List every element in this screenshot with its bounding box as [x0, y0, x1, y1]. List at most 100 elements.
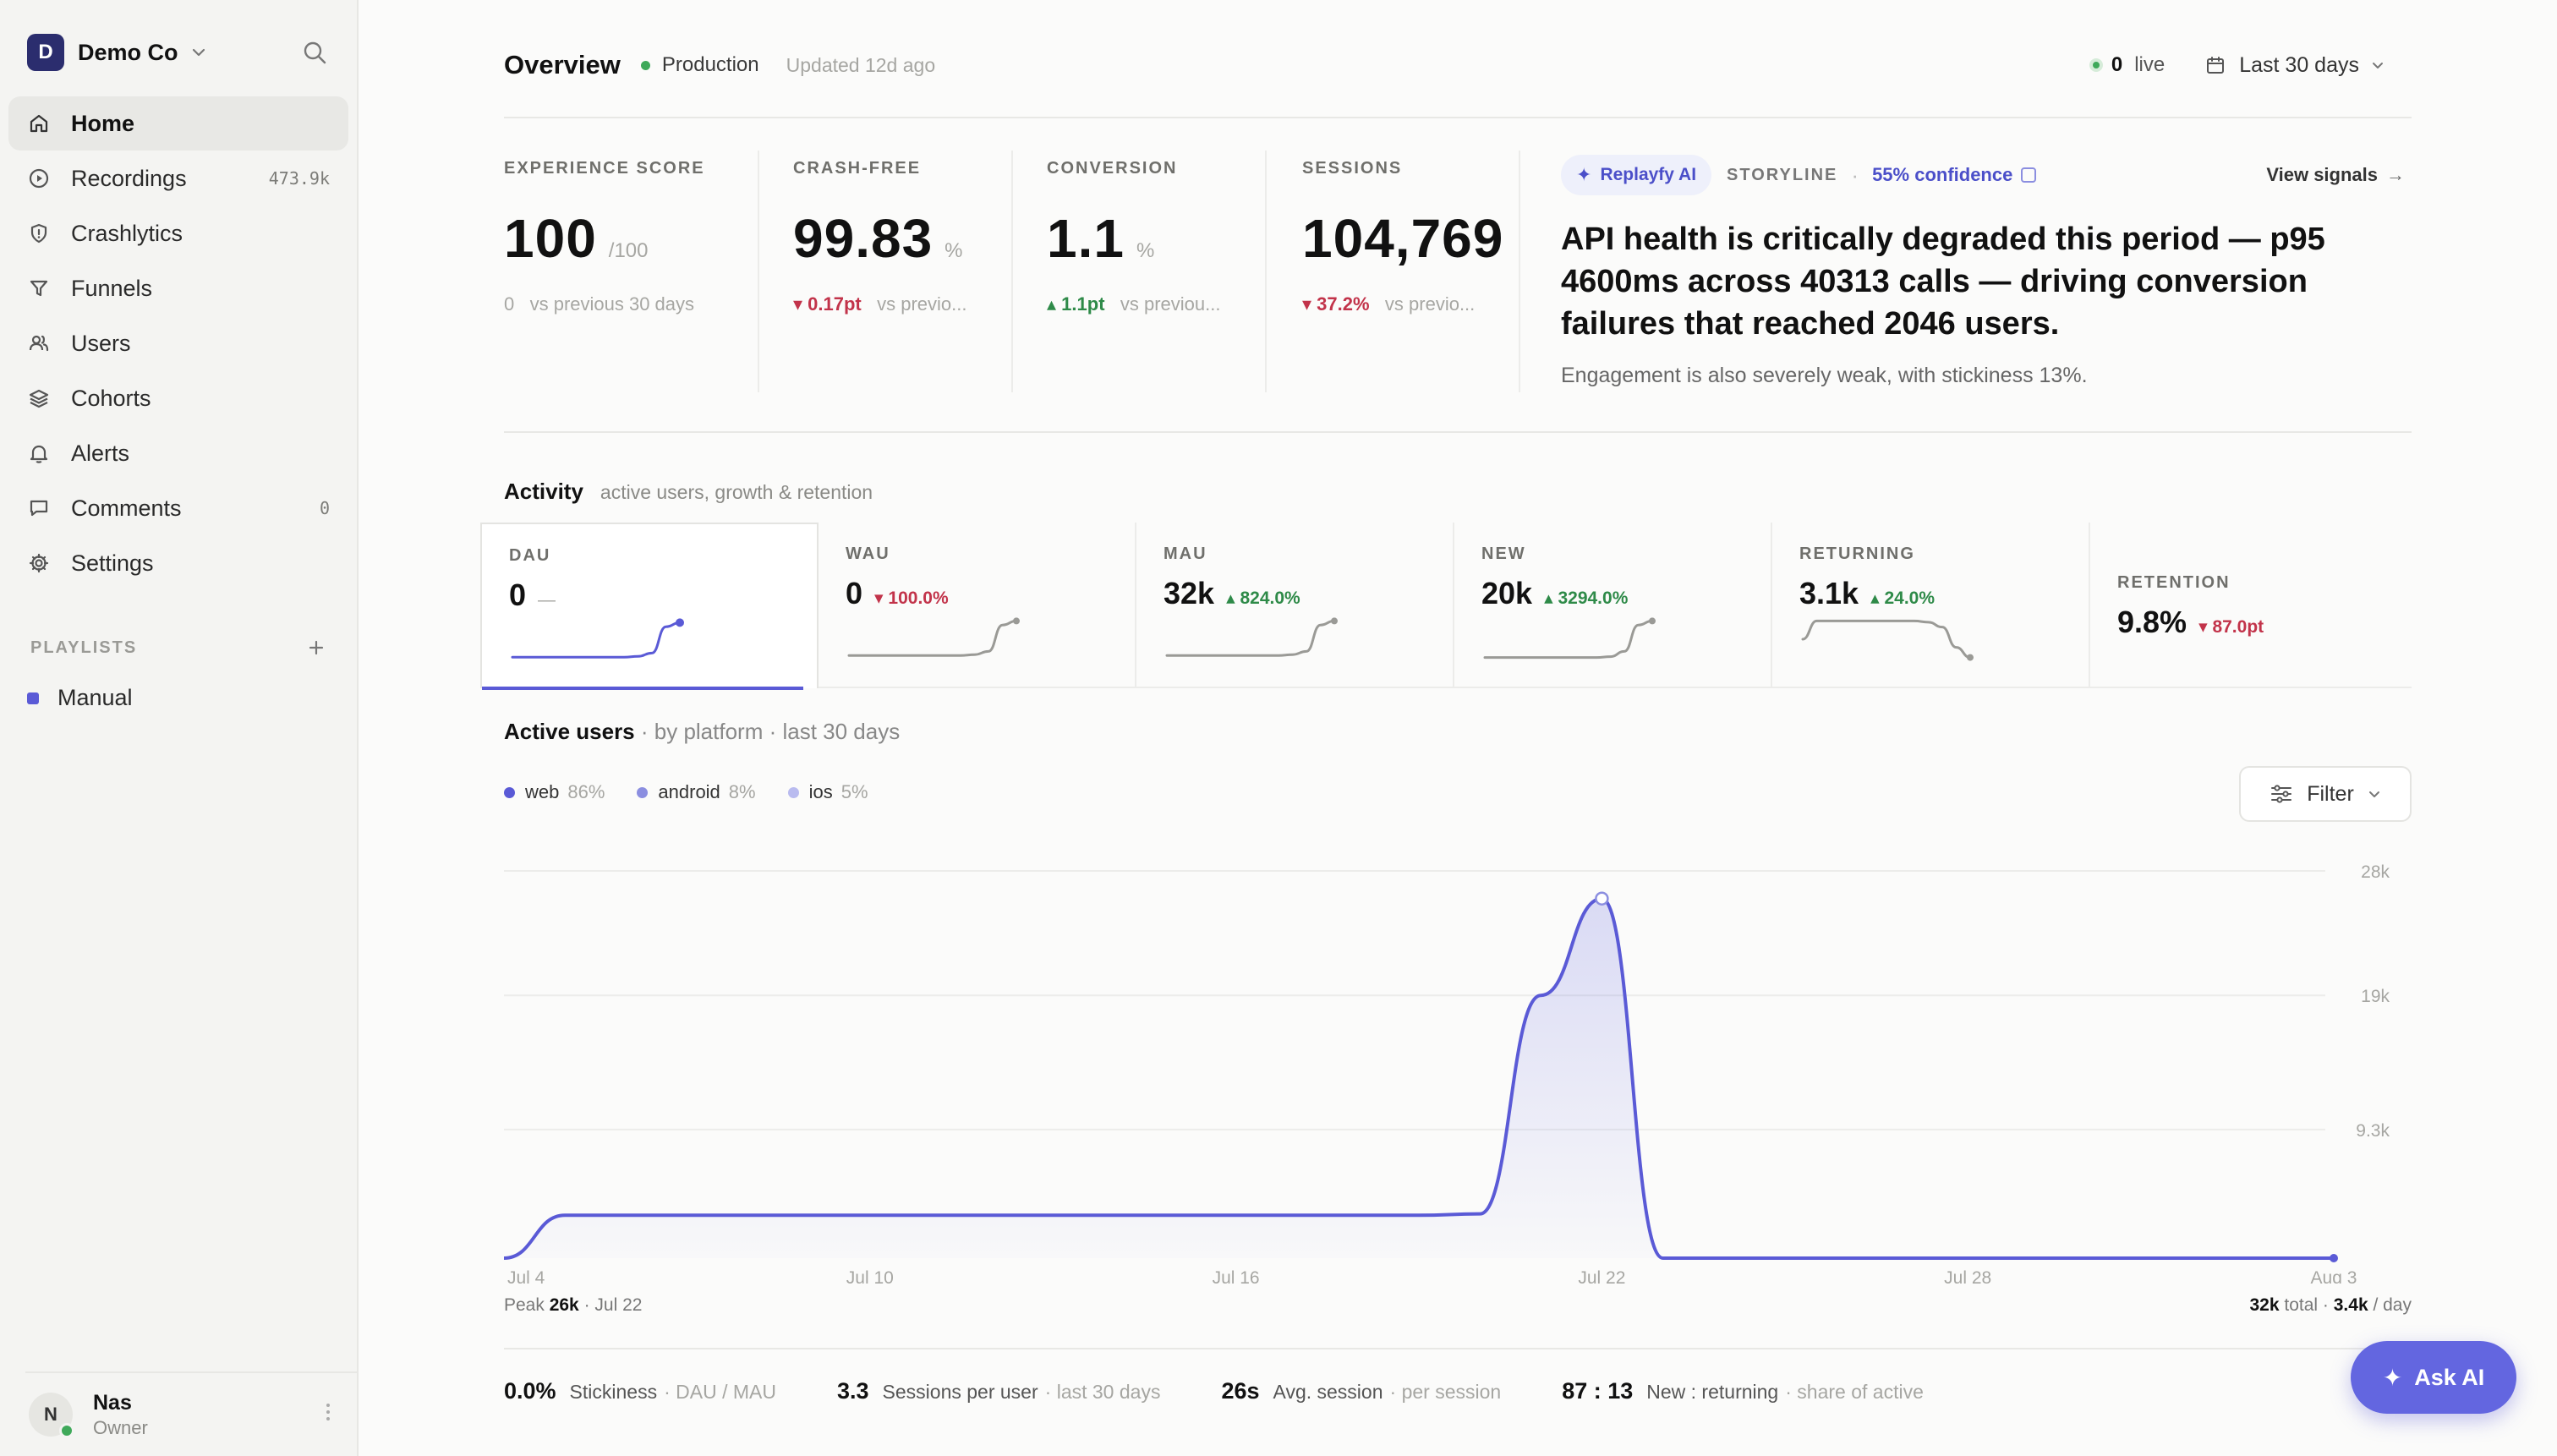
gear-icon	[27, 551, 51, 575]
search-icon[interactable]	[299, 37, 330, 68]
sidebar-item-home[interactable]: Home	[8, 96, 348, 151]
engagement-stats: 0.0% Stickiness · DAU / MAU 3.3 Sessions…	[504, 1378, 1985, 1404]
tile-label: MAU	[1164, 545, 1207, 563]
tab-mau[interactable]: MAU 32k ▴ 824.0%	[1136, 523, 1454, 688]
chevron-down-icon	[2371, 58, 2386, 72]
legend-item-ios[interactable]: ios 5%	[787, 781, 868, 803]
tab-new[interactable]: NEW 20k ▴ 3294.0%	[1454, 523, 1772, 688]
x-tick-label: Jul 4	[507, 1268, 545, 1284]
filter-button[interactable]: Filter	[2239, 766, 2412, 822]
date-range-picker[interactable]: Last 30 days	[2205, 53, 2386, 78]
sliders-icon	[2270, 784, 2293, 804]
tile-label: RETENTION	[2117, 573, 2231, 592]
kpi-crash-free[interactable]: CRASH-FREE 99.83 % ▾ 0.17pt vs previo...	[759, 151, 1013, 392]
kpi-delta-value: 1.1pt	[1061, 293, 1105, 315]
workspace-switcher[interactable]: D Demo Co	[27, 34, 330, 71]
sidebar-nav: Home Recordings 473.9k Crashlytics Funne…	[8, 96, 348, 591]
storyline-tag: STORYLINE	[1727, 165, 1838, 184]
playlist-item-manual[interactable]: Manual	[27, 685, 133, 711]
kpi-delta: 0 vs previous 30 days	[504, 293, 758, 315]
stat-sessions-per-user: 3.3 Sessions per user · last 30 days	[837, 1378, 1160, 1404]
chart-peak-summary: Peak 26k · Jul 22	[504, 1295, 643, 1315]
funnel-icon	[27, 276, 51, 300]
tile-label: NEW	[1481, 545, 1526, 563]
tab-retention[interactable]: RETENTION 9.8% ▾ 87.0pt	[2090, 523, 2408, 688]
per-day-label: / day	[2368, 1295, 2412, 1315]
tab-wau[interactable]: WAU 0 ▾ 100.0%	[819, 523, 1136, 688]
tile-label: WAU	[846, 545, 890, 563]
kpi-label: SESSIONS	[1302, 159, 1403, 178]
x-tick-label: Aug 3	[2311, 1268, 2357, 1284]
kpi-label: CONVERSION	[1047, 159, 1178, 178]
kpi-conversion[interactable]: CONVERSION 1.1 % ▴ 1.1pt vs previou...	[1013, 151, 1267, 392]
sidebar-item-crashlytics[interactable]: Crashlytics	[8, 206, 348, 260]
sidebar-item-label: Crashlytics	[71, 220, 183, 246]
tile-delta-value: 824.0%	[1240, 588, 1300, 608]
sidebar-item-comments[interactable]: Comments 0	[8, 481, 348, 535]
tile-delta-value: 3294.0%	[1558, 588, 1629, 608]
sparkle-icon: ✦	[1576, 164, 1592, 185]
tile-delta: ▾ 87.0pt	[2198, 617, 2264, 637]
activity-title: Activity	[504, 479, 583, 504]
total-label: total ·	[2279, 1295, 2334, 1315]
comment-icon	[27, 496, 51, 520]
add-playlist-icon[interactable]	[306, 638, 326, 658]
tab-returning[interactable]: RETURNING 3.1k ▴ 24.0%	[1772, 523, 2090, 688]
stat-sub-text: DAU / MAU	[676, 1381, 776, 1403]
kpi-experience-score[interactable]: EXPERIENCE SCORE 100 /100 0 vs previous …	[504, 151, 759, 392]
environment-status-dot	[640, 60, 650, 70]
user-menu[interactable]: N Nas Owner	[25, 1371, 357, 1456]
sidebar-item-cohorts[interactable]: Cohorts	[8, 371, 348, 425]
date-range-label: Last 30 days	[2239, 52, 2359, 77]
last-point-marker	[2330, 1254, 2338, 1262]
kpi-compare: vs previo...	[1384, 293, 1476, 315]
sidebar-item-funnels[interactable]: Funnels	[8, 261, 348, 315]
live-status-dot	[2089, 58, 2103, 72]
legend-item-android[interactable]: android 8%	[637, 781, 756, 803]
legend-label: web	[525, 781, 560, 802]
x-tick-label: Jul 16	[1213, 1268, 1260, 1284]
environment-badge[interactable]: Production	[640, 53, 759, 77]
playlist-label: Manual	[57, 685, 133, 710]
storyline-header: ✦ Replayfy AI STORYLINE · 55% confidence…	[1561, 154, 2412, 196]
stat-value: 87 : 13	[1562, 1378, 1634, 1404]
view-signals-link[interactable]: View signals →	[2266, 164, 2405, 186]
active-users-chart[interactable]: 28k 19k 9.3k Jul 4 Jul 10 Jul 16 Jul 22 Jul 28 A…	[504, 835, 2412, 1284]
kpi-value: 99.83	[793, 208, 934, 269]
user-name: Nas	[93, 1390, 132, 1415]
sidebar-item-users[interactable]: Users	[8, 316, 348, 370]
live-indicator[interactable]: 0 live	[2089, 53, 2165, 77]
chevron-down-icon[interactable]	[190, 44, 207, 61]
environment-label: Production	[661, 53, 759, 76]
playlists-header: PLAYLISTS	[30, 638, 326, 658]
sparkline-path	[1165, 619, 1336, 657]
legend-item-web[interactable]: web 86%	[504, 781, 605, 803]
activity-subtitle: active users, growth & retention	[600, 481, 873, 503]
kpi-row: EXPERIENCE SCORE 100 /100 0 vs previous …	[504, 151, 1520, 392]
legend-label: ios	[808, 781, 833, 802]
more-vertical-icon[interactable]	[325, 1402, 331, 1428]
activity-header: Activity active users, growth & retentio…	[504, 479, 873, 505]
kpi-label: CRASH-FREE	[793, 159, 922, 178]
confidence-badge[interactable]: 55% confidence	[1872, 164, 2037, 186]
replayfy-ai-chip[interactable]: ✦ Replayfy AI	[1561, 155, 1712, 195]
tab-dau[interactable]: DAU 0 —	[480, 523, 819, 690]
kpi-value: 100	[504, 208, 597, 269]
legend-dot	[787, 786, 799, 798]
bell-icon	[27, 441, 51, 465]
stat-label: Sessions per user	[882, 1381, 1038, 1403]
sidebar-item-alerts[interactable]: Alerts	[8, 426, 348, 480]
sidebar-item-settings[interactable]: Settings	[8, 536, 348, 590]
active-users-title: Active users	[504, 719, 635, 744]
playlists-title: PLAYLISTS	[30, 638, 138, 657]
sparkline-path	[511, 621, 682, 659]
tile-label: RETURNING	[1799, 545, 1915, 563]
tile-value: 0	[846, 576, 863, 610]
sidebar-item-recordings[interactable]: Recordings 473.9k	[8, 151, 348, 205]
updated-timestamp: Updated 12d ago	[786, 53, 936, 76]
legend-pct: 86%	[567, 781, 605, 802]
ask-ai-button[interactable]: ✦ Ask AI	[2351, 1341, 2516, 1414]
y-tick-label: 9.3k	[2356, 1121, 2390, 1141]
kpi-sessions[interactable]: SESSIONS 104,769 ▾ 37.2% vs previo...	[1267, 151, 1520, 392]
kpi-unit: %	[1136, 239, 1155, 262]
